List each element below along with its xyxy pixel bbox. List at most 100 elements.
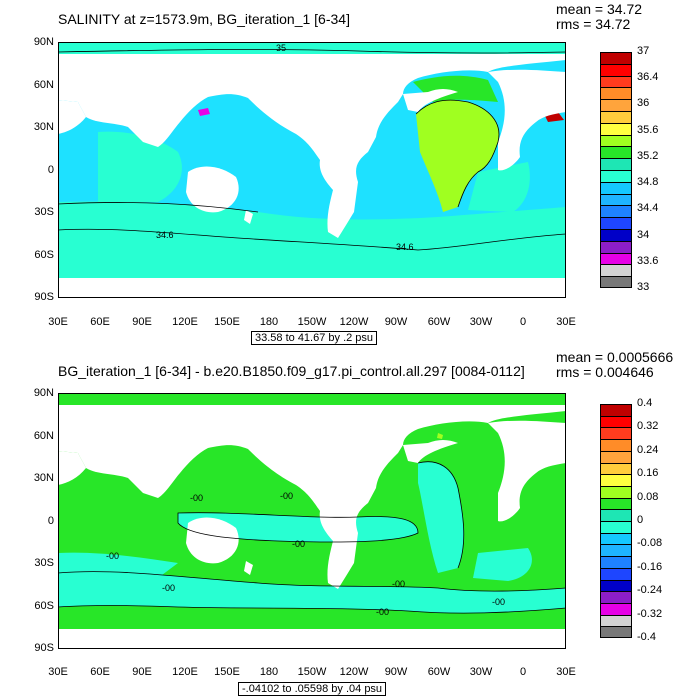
contour-label: -00 (190, 493, 203, 503)
australia-land (186, 517, 239, 564)
greenland-edge (403, 89, 458, 112)
salinity-map: 35 34.6 34.6 (58, 42, 566, 298)
lon-tick-label: 30W (469, 666, 493, 678)
salinity-panel: SALINITY at z=1573.9m, BG_iteration_1 [6… (33, 1, 659, 345)
lat-tick-label: 60N (33, 430, 54, 442)
colorbar-swatch (600, 427, 632, 440)
lon-tick-label: 30W (469, 316, 493, 328)
colorbar-tick-label: 0 (637, 514, 644, 526)
eurasia-americas-land (58, 54, 566, 238)
colorbar-swatch (600, 264, 632, 277)
lat-tick-label: 30S (34, 206, 54, 218)
lon-tick-label: 180 (259, 316, 279, 328)
lon-tick-label: 150W (297, 666, 327, 678)
colorbar-swatch (600, 556, 632, 569)
lon-tick-label: 0 (519, 666, 527, 678)
contour-label: -00 (280, 491, 293, 501)
contour-label: 35 (276, 43, 286, 53)
lat-tick-label: 30N (33, 472, 54, 484)
colorbar-swatch (600, 99, 632, 112)
colorbar-swatch (600, 276, 632, 289)
eurasia-americas-land (58, 405, 566, 589)
contour-atlantic (415, 99, 500, 208)
indian-ocean-patch (98, 131, 182, 202)
colorbar-tick-label: 36.4 (637, 71, 659, 84)
contour-south-2 (58, 605, 566, 614)
lat-tick-label: 90S (34, 291, 54, 303)
lon-tick-label: 30E (556, 666, 576, 678)
contour-label: -00 (392, 579, 405, 589)
panel-title: BG_iteration_1 [6-34] - b.e20.B1850.f09_… (58, 363, 525, 379)
colorbar-swatch (600, 75, 632, 88)
contour-equatorial (177, 512, 419, 543)
colorbar (600, 52, 632, 289)
colorbar-tick-label: 0.08 (637, 490, 659, 503)
australia-land (186, 166, 239, 213)
lon-tick-label: 30E (48, 666, 68, 678)
colorbar-swatch (600, 158, 632, 171)
colorbar-swatch (600, 485, 632, 499)
colorbar-swatch (600, 111, 632, 124)
colorbar-swatch (600, 193, 632, 206)
colorbar-tick-label: 0.16 (637, 467, 659, 480)
antarctica-land (58, 629, 566, 649)
contour-label: 34.6 (156, 230, 174, 240)
lon-tick-label: 150W (297, 316, 327, 328)
colorbar-swatch (600, 509, 632, 522)
contour-south-1 (58, 571, 566, 592)
difference-map: -00 -00 -00 -00 -00 -00 -00 -00 (58, 393, 566, 649)
mean-stat: mean = 34.72 (556, 1, 643, 17)
colorbar-swatch (600, 134, 632, 147)
colorbar-swatch (600, 602, 632, 616)
mean-stat: mean = 0.0005666 (556, 349, 674, 365)
lat-tick-label: 60S (34, 600, 54, 612)
lat-tick-label: 30S (34, 557, 54, 569)
colorbar-swatch (600, 521, 632, 534)
southern-teal-band (58, 571, 566, 614)
lat-tick-label: 90S (34, 642, 54, 654)
colorbar-swatch (600, 229, 632, 242)
colorbar-swatch (600, 181, 632, 195)
new-zealand-land (244, 561, 253, 575)
colorbar-tick-label: -0.32 (637, 607, 663, 620)
atlantic-green (416, 100, 499, 212)
lon-tick-label: 60E (90, 666, 110, 678)
contour-range-label: 33.58 to 41.67 by .2 psu (251, 331, 378, 345)
south-atlantic-teal (473, 548, 532, 581)
japan-sea-magenta (198, 108, 210, 116)
colorbar-tick-label: 34 (637, 228, 650, 241)
colorbar-swatch (600, 63, 632, 77)
colorbar-swatch (600, 240, 632, 254)
colorbar-swatch (600, 170, 632, 183)
lat-tick-label: 0 (47, 164, 54, 176)
contour-label: -00 (292, 539, 305, 549)
panel-title: SALINITY at z=1573.9m, BG_iteration_1 [6… (58, 11, 350, 27)
greenland-edge (403, 440, 458, 463)
lon-tick-label: 90E (132, 666, 152, 678)
colorbar-swatch (600, 439, 632, 452)
colorbar-tick-label: 34.4 (637, 202, 659, 215)
colorbar-swatch (600, 614, 632, 627)
lat-tick-label: 30N (33, 121, 54, 133)
lon-tick-label: 120E (172, 316, 198, 328)
contour-label: -00 (162, 583, 175, 593)
colorbar-swatch (600, 497, 632, 510)
colorbar-tick-label: -0.4 (637, 631, 656, 643)
colorbar-swatch (600, 567, 632, 580)
lon-tick-label: 30E (556, 316, 576, 328)
colorbar-swatch (600, 122, 632, 136)
contour-label: -00 (376, 607, 389, 617)
colorbar-swatch (600, 462, 632, 475)
colorbar-swatch (600, 450, 632, 463)
lon-tick-label: 60E (90, 316, 110, 328)
lon-tick-label: 180 (259, 666, 279, 678)
africa-east-land (58, 100, 86, 134)
south-atlantic-teal (468, 162, 530, 212)
colorbar-swatch (600, 404, 632, 417)
colorbar-tick-label: 35.6 (637, 123, 659, 136)
lon-tick-label: 60W (427, 316, 451, 328)
contour-lines (58, 49, 566, 251)
contour-label: 34.6 (396, 242, 414, 252)
rms-stat: rms = 34.72 (556, 16, 631, 32)
colorbar-tick-label: 0.24 (637, 443, 659, 456)
